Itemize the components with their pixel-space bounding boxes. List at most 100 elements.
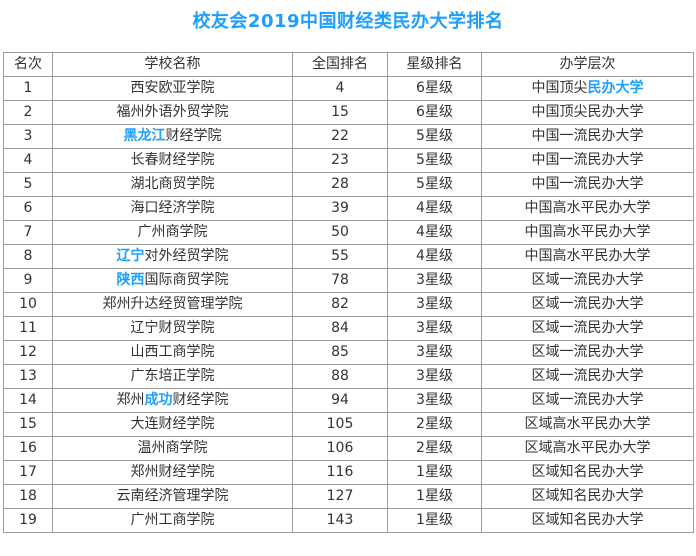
table-row: 17 郑州财经学院 116 1星级 区域知名民办大学	[3, 460, 694, 485]
star-rank-cell: 1星级	[387, 460, 482, 485]
level-cell: 区域一流民办大学	[481, 316, 694, 341]
star-rank-cell: 3星级	[387, 364, 482, 389]
table-row: 3 黑龙江财经学院 22 5星级 中国一流民办大学	[3, 124, 694, 149]
star-rank-cell: 2星级	[387, 412, 482, 437]
level-text: 中国一流民办大学	[531, 176, 644, 192]
star-rank-cell: 3星级	[387, 340, 482, 365]
school-name-cell: 湖北商贸学院	[52, 172, 293, 197]
level-cell: 中国高水平民办大学	[481, 244, 694, 269]
school-name-cell: 郑州成功财经学院	[52, 388, 293, 413]
national-rank-cell: 106	[292, 436, 388, 461]
level-keyword-link[interactable]: 民办大学	[587, 80, 644, 96]
star-rank-cell: 5星级	[387, 172, 482, 197]
school-text: 温州商学院	[137, 440, 208, 456]
national-rank-cell: 116	[292, 460, 388, 485]
rank-cell: 13	[3, 364, 53, 389]
rank-cell: 8	[3, 244, 53, 269]
level-cell: 中国一流民办大学	[481, 124, 694, 149]
school-keyword-link[interactable]: 黑龙江	[123, 128, 166, 144]
star-rank-cell: 3星级	[387, 268, 482, 293]
school-keyword-link[interactable]: 成功	[144, 392, 173, 408]
level-text: 区域知名民办大学	[531, 488, 644, 504]
level-cell: 区域一流民办大学	[481, 364, 694, 389]
school-text: 郑州财经学院	[130, 464, 215, 480]
rank-cell: 5	[3, 172, 53, 197]
level-text: 中国高水平民办大学	[524, 200, 651, 216]
school-name-cell: 温州商学院	[52, 436, 293, 461]
school-text: 广东培正学院	[130, 368, 215, 384]
level-cell: 区域一流民办大学	[481, 340, 694, 365]
star-rank-cell: 6星级	[387, 100, 482, 125]
star-rank-cell: 4星级	[387, 244, 482, 269]
rank-cell: 18	[3, 484, 53, 509]
header-school-name: 学校名称	[52, 52, 293, 77]
school-text: 财经学院	[165, 128, 222, 144]
table-row: 10 郑州升达经贸管理学院 82 3星级 区域一流民办大学	[3, 292, 694, 317]
school-text: 福州外语外贸学院	[116, 104, 229, 120]
school-text: 广州商学院	[137, 224, 208, 240]
rank-cell: 19	[3, 508, 53, 533]
rank-cell: 1	[3, 76, 53, 101]
ranking-table: 名次 学校名称 全国排名 星级排名 办学层次 1 西安欧亚学院 4 6星级 中国顶尖民办…	[3, 52, 694, 533]
table-body: 1 西安欧亚学院 4 6星级 中国顶尖民办大学 2 福州外语外贸学院 15 6星级 中国顶尖民办大…	[3, 76, 694, 533]
national-rank-cell: 127	[292, 484, 388, 509]
level-text: 区域高水平民办大学	[524, 440, 651, 456]
school-text: 湖北商贸学院	[130, 176, 215, 192]
level-text: 区域一流民办大学	[531, 272, 644, 288]
table-row: 11 辽宁财贸学院 84 3星级 区域一流民办大学	[3, 316, 694, 341]
level-text: 中国顶尖民办大学	[531, 104, 644, 120]
level-text: 区域一流民办大学	[531, 392, 644, 408]
table-row: 6 海口经济学院 39 4星级 中国高水平民办大学	[3, 196, 694, 221]
star-rank-cell: 3星级	[387, 316, 482, 341]
rank-cell: 7	[3, 220, 53, 245]
school-name-cell: 辽宁对外经贸学院	[52, 244, 293, 269]
national-rank-cell: 143	[292, 508, 388, 533]
table-row: 2 福州外语外贸学院 15 6星级 中国顶尖民办大学	[3, 100, 694, 125]
table-row: 5 湖北商贸学院 28 5星级 中国一流民办大学	[3, 172, 694, 197]
school-text: 长春财经学院	[130, 152, 215, 168]
school-text: 山西工商学院	[130, 344, 215, 360]
school-name-cell: 大连财经学院	[52, 412, 293, 437]
level-cell: 中国顶尖民办大学	[481, 76, 694, 101]
rank-cell: 14	[3, 388, 53, 413]
school-text: 郑州	[116, 392, 145, 408]
table-row: 9 陕西国际商贸学院 78 3星级 区域一流民办大学	[3, 268, 694, 293]
table-row: 8 辽宁对外经贸学院 55 4星级 中国高水平民办大学	[3, 244, 694, 269]
header-rank: 名次	[3, 52, 53, 77]
level-text: 中国一流民办大学	[531, 152, 644, 168]
rank-cell: 17	[3, 460, 53, 485]
school-name-cell: 海口经济学院	[52, 196, 293, 221]
school-text: 郑州升达经贸管理学院	[102, 296, 243, 312]
star-rank-cell: 5星级	[387, 124, 482, 149]
rank-cell: 11	[3, 316, 53, 341]
star-rank-cell: 4星级	[387, 196, 482, 221]
national-rank-cell: 78	[292, 268, 388, 293]
school-text: 广州工商学院	[130, 512, 215, 528]
header-national-rank: 全国排名	[292, 52, 388, 77]
table-row: 14 郑州成功财经学院 94 3星级 区域一流民办大学	[3, 388, 694, 413]
national-rank-cell: 28	[292, 172, 388, 197]
rank-cell: 2	[3, 100, 53, 125]
school-text: 西安欧亚学院	[130, 80, 215, 96]
national-rank-cell: 22	[292, 124, 388, 149]
table-row: 7 广州商学院 50 4星级 中国高水平民办大学	[3, 220, 694, 245]
level-text: 区域高水平民办大学	[524, 416, 651, 432]
school-keyword-link[interactable]: 辽宁	[116, 248, 145, 264]
header-star-rank: 星级排名	[387, 52, 482, 77]
level-cell: 中国一流民办大学	[481, 172, 694, 197]
level-text: 区域一流民办大学	[531, 368, 644, 384]
level-cell: 区域知名民办大学	[481, 508, 694, 533]
star-rank-cell: 6星级	[387, 76, 482, 101]
national-rank-cell: 55	[292, 244, 388, 269]
school-text: 海口经济学院	[130, 200, 215, 216]
star-rank-cell: 1星级	[387, 508, 482, 533]
school-keyword-link[interactable]: 陕西	[116, 272, 145, 288]
school-name-cell: 辽宁财贸学院	[52, 316, 293, 341]
level-cell: 区域一流民办大学	[481, 388, 694, 413]
school-name-cell: 广州工商学院	[52, 508, 293, 533]
level-cell: 区域高水平民办大学	[481, 412, 694, 437]
table-row: 13 广东培正学院 88 3星级 区域一流民办大学	[3, 364, 694, 389]
level-cell: 区域知名民办大学	[481, 484, 694, 509]
national-rank-cell: 88	[292, 364, 388, 389]
school-name-cell: 福州外语外贸学院	[52, 100, 293, 125]
